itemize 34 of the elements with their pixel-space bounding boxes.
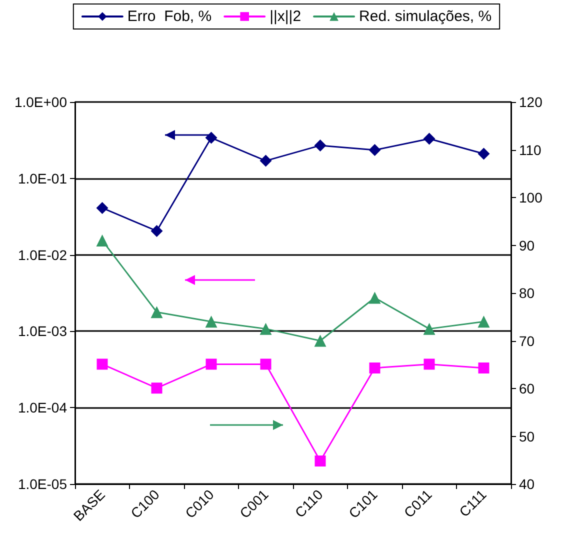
legend-label: Erro Fob, %: [127, 8, 212, 25]
y-tick-label: 1.0E-05: [18, 476, 68, 492]
y2-tick-label: 110: [519, 142, 542, 158]
y-tick-label: 1.0E-01: [18, 170, 68, 186]
y2-tick-label: 100: [519, 190, 543, 206]
point: [151, 382, 162, 394]
point: [423, 132, 436, 145]
point: [96, 202, 108, 214]
legend-label: Red. simulações, %: [359, 8, 492, 25]
point: [424, 358, 435, 370]
y-tick-label: 1.0E-03: [18, 323, 68, 340]
y-tick-label: 1.0E-04: [18, 400, 68, 416]
y-tick-label: 1.0E+00: [14, 94, 68, 110]
y2-tick-label: 40: [519, 476, 535, 492]
point: [260, 154, 272, 167]
y2-tick-label: 70: [519, 332, 535, 349]
y2-tick-label: 120: [519, 94, 543, 110]
point: [205, 132, 218, 144]
point: [478, 362, 490, 374]
y2-tick-label: 50: [519, 428, 535, 444]
point: [314, 139, 326, 152]
y2-tick-label: 80: [519, 285, 535, 301]
point: [96, 358, 108, 370]
y-tick-label: 1.0E-02: [18, 246, 68, 263]
point: [314, 456, 326, 466]
point: [368, 144, 381, 156]
point: [206, 358, 217, 370]
point: [260, 358, 272, 370]
legend-label: ||x||2: [270, 8, 302, 25]
point: [478, 148, 490, 160]
y2-tick-label: 90: [519, 237, 535, 254]
y2-tick-label: 60: [519, 380, 535, 396]
point: [150, 224, 163, 237]
point: [369, 362, 380, 374]
